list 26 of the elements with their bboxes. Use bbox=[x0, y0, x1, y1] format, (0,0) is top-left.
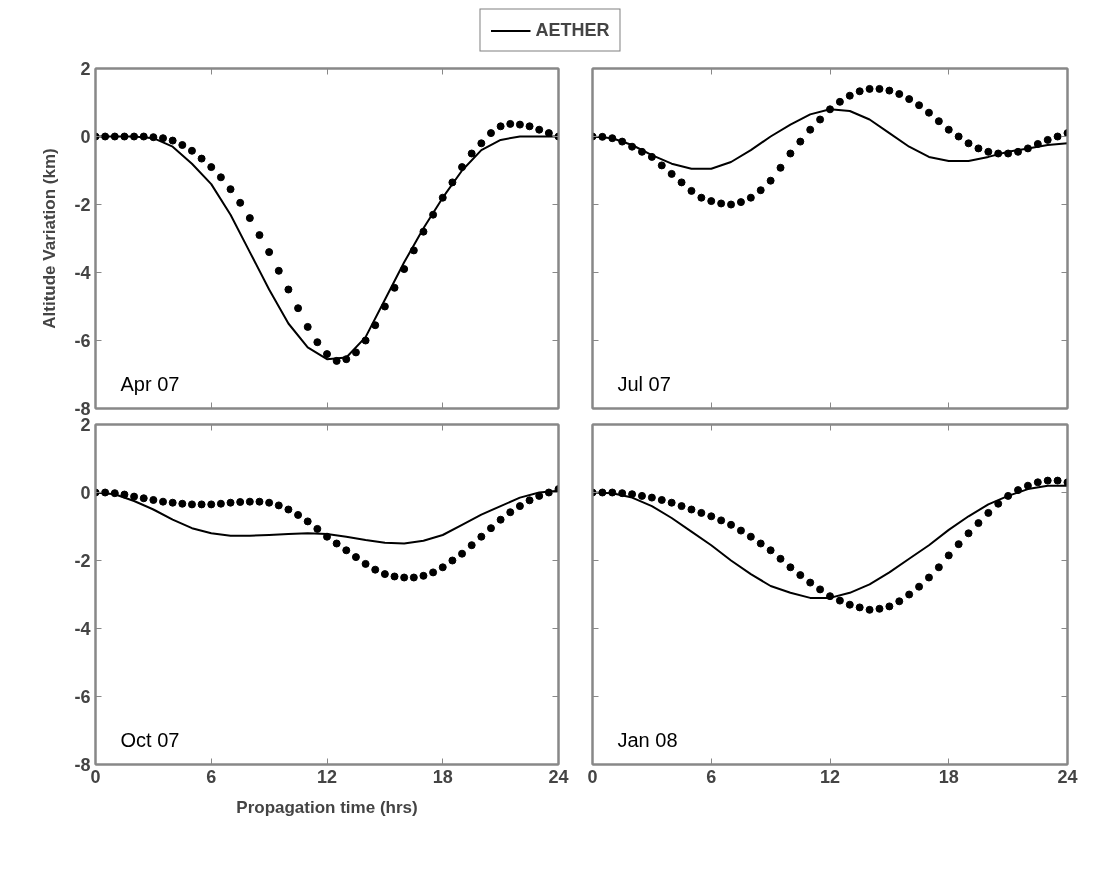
x-axis-title: Propagation time (hrs) bbox=[236, 797, 418, 817]
y-tick-label: 0 bbox=[80, 483, 91, 503]
y-tick-label: -4 bbox=[74, 263, 91, 283]
y-tick-label: -6 bbox=[74, 331, 91, 351]
text: Jul 07 bbox=[617, 372, 671, 395]
x-tick-label: 6 bbox=[206, 766, 217, 787]
x-tick-label: 12 bbox=[819, 766, 841, 787]
y-tick-label: -2 bbox=[74, 195, 91, 215]
y-axis-title: Altitude Variation (km) bbox=[40, 148, 60, 329]
text: Jan 08 bbox=[617, 728, 678, 751]
x-tick-label: 18 bbox=[432, 766, 453, 787]
text: Apr 07 bbox=[120, 372, 180, 395]
x-tick-label: 24 bbox=[548, 766, 569, 787]
legend-label: AETHER bbox=[535, 19, 610, 41]
y-tick-label: -2 bbox=[74, 551, 91, 571]
x-tick-label: 0 bbox=[587, 766, 598, 787]
y-tick-label: -6 bbox=[74, 687, 91, 707]
y-tick-label: 0 bbox=[80, 127, 91, 147]
text: Oct 07 bbox=[120, 728, 180, 751]
y-tick-label: -4 bbox=[74, 619, 91, 639]
x-tick-label: 6 bbox=[706, 766, 717, 787]
x-tick-label: 24 bbox=[1057, 766, 1078, 787]
x-tick-label: 18 bbox=[938, 766, 959, 787]
x-tick-label: 12 bbox=[316, 766, 338, 787]
y-tick-label: -8 bbox=[74, 755, 91, 775]
y-tick-label: 2 bbox=[80, 59, 91, 79]
